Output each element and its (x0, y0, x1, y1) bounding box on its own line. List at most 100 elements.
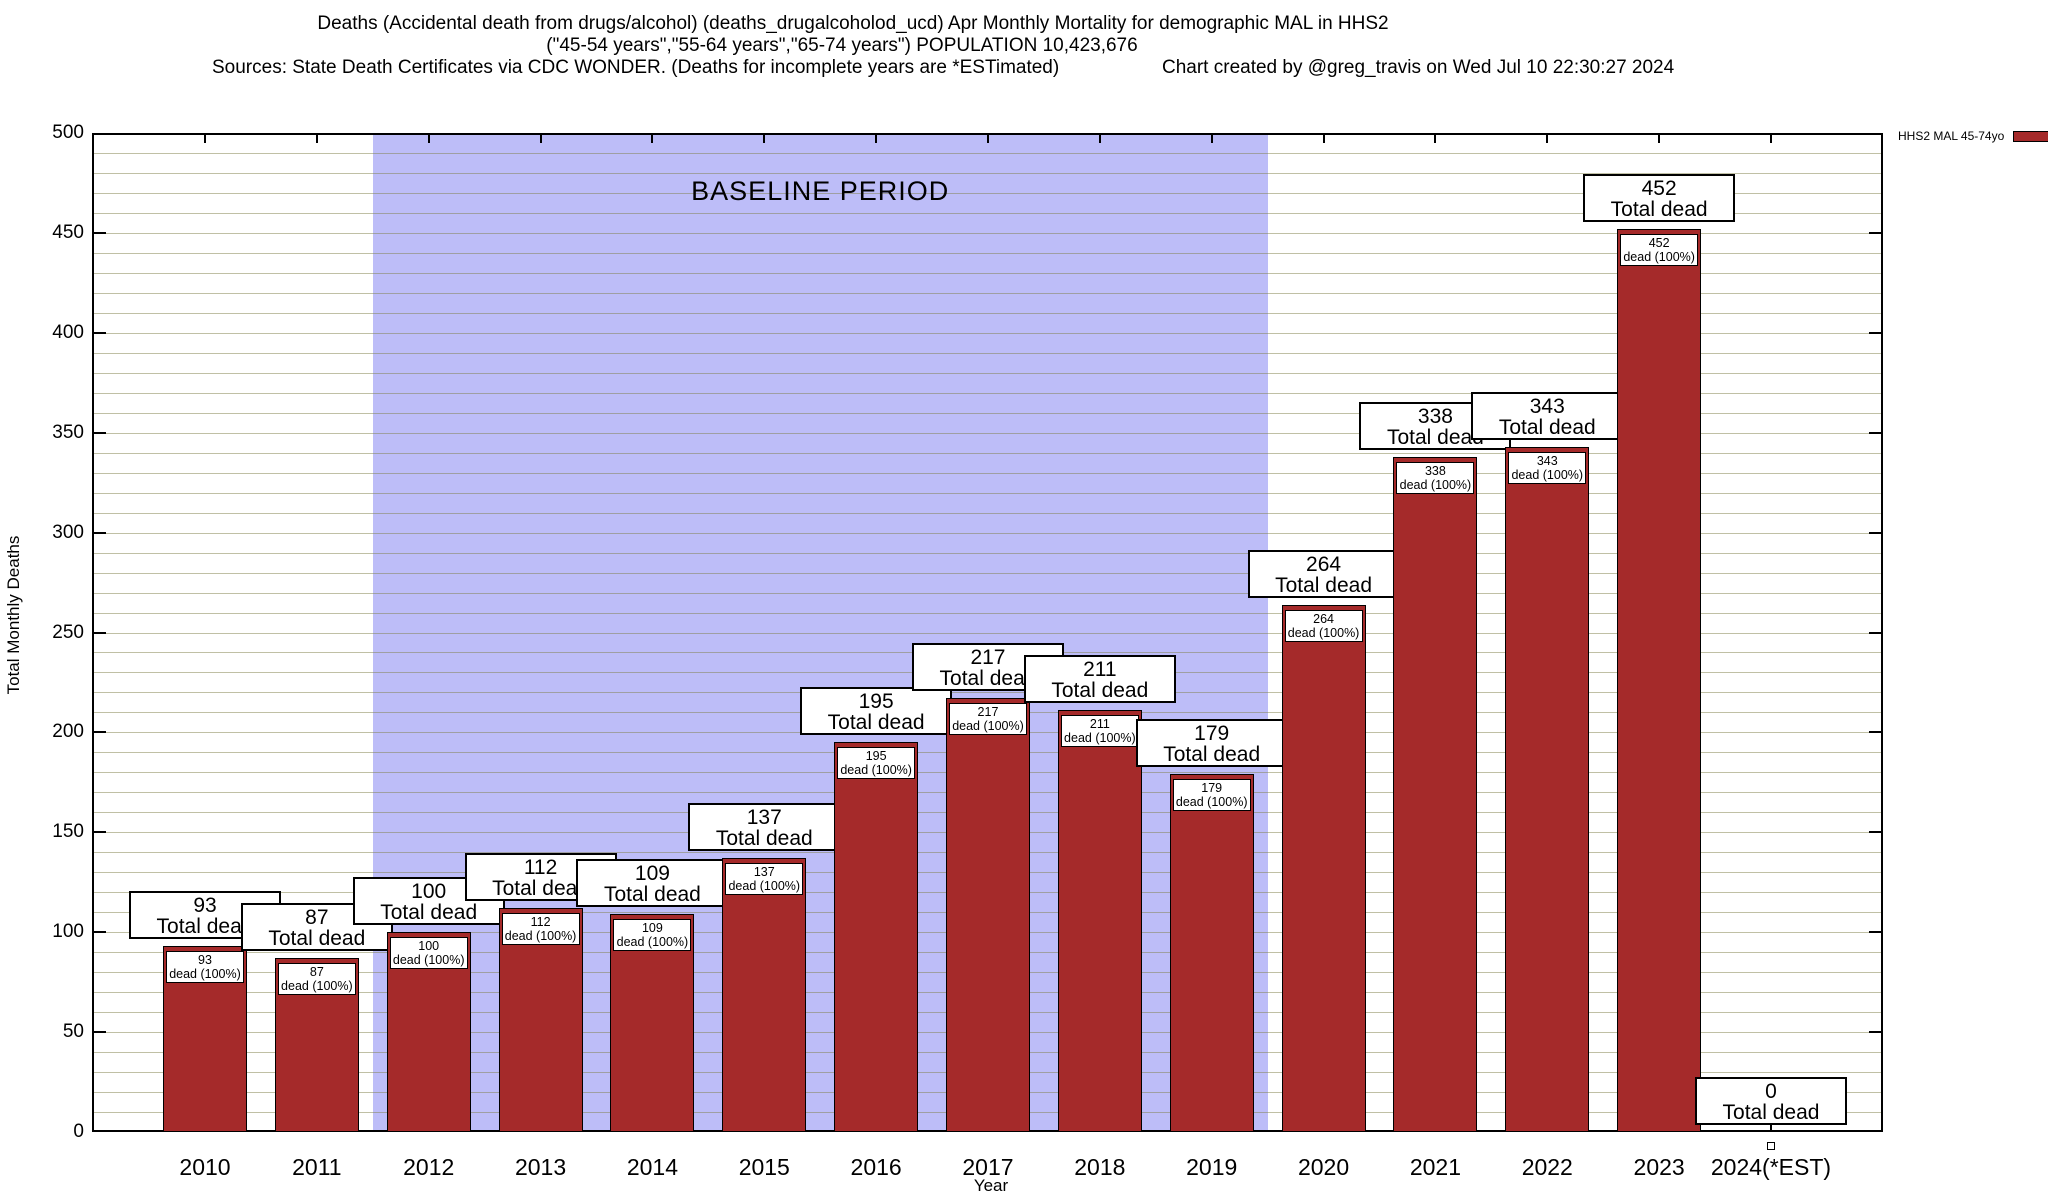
bar (1281, 604, 1366, 1132)
y-axis-tick (1869, 631, 1881, 634)
x-tick-label: 2010 (179, 1154, 231, 1180)
x-tick-label: 2015 (738, 1154, 790, 1180)
bar-total-label: 211 Total dead (1023, 655, 1176, 704)
y-axis-tick (94, 531, 106, 534)
bar-total-label: 0 Total dead (1694, 1077, 1847, 1125)
gridline (94, 432, 1881, 434)
x-axis-title: Year (973, 1176, 1009, 1195)
gridline (94, 612, 1881, 614)
x-axis-tick (875, 135, 878, 143)
x-tick-label: 2021 (1409, 1154, 1461, 1180)
x-tick-label: 2013 (514, 1154, 567, 1180)
y-axis-tick (94, 631, 106, 634)
x-tick-label: 2014 (626, 1154, 678, 1180)
bar (1393, 456, 1478, 1132)
y-tick-label: 300 (52, 521, 84, 543)
gridline (94, 492, 1881, 494)
bar-inner-label: 195 dead (100%) (837, 747, 916, 780)
bar-total-label: 264 Total dead (1247, 549, 1400, 598)
x-tick-label: 2017 (962, 1154, 1014, 1180)
chart-title-line2: ("45-54 years","55-64 years","65-74 year… (546, 35, 1138, 56)
gridline (94, 192, 1881, 194)
x-tick-label: 2011 (292, 1154, 342, 1180)
bar-total-label: 87 Total dead (240, 903, 393, 952)
x-tick-label: 2019 (1186, 1154, 1238, 1180)
bar-inner-label: 343 dead (100%) (1508, 451, 1587, 484)
y-tick-label: 200 (52, 721, 84, 743)
x-tick-label: 2023 (1633, 1154, 1685, 1180)
zero-value-marker (1766, 1142, 1775, 1150)
y-tick-label: 150 (52, 821, 84, 843)
x-tick-label: 2022 (1521, 1154, 1573, 1180)
gridline (94, 212, 1881, 214)
gridline (94, 512, 1881, 514)
y-tick-label: 450 (52, 221, 84, 243)
x-axis-tick (204, 135, 206, 143)
gridline (94, 592, 1881, 594)
y-tick-label: 250 (52, 621, 84, 643)
chart-title-line1: Deaths (Accidental death from drugs/alco… (317, 13, 1389, 34)
bar (945, 698, 1030, 1132)
bar (498, 908, 583, 1132)
x-axis-tick (315, 135, 318, 143)
x-axis-tick (1658, 135, 1661, 143)
y-axis-tick (1869, 531, 1881, 534)
gridline (94, 572, 1881, 574)
bar (834, 742, 919, 1132)
bar-inner-label: 112 dead (100%) (501, 913, 580, 946)
x-axis-tick (1210, 135, 1213, 143)
y-axis-tick (1869, 731, 1881, 734)
y-axis-tick (1869, 231, 1881, 234)
x-axis-tick (1769, 135, 1772, 143)
gridline (94, 452, 1881, 454)
gridline (94, 232, 1881, 234)
gridline (94, 372, 1881, 374)
y-axis-tick (94, 831, 106, 834)
y-tick-label: 50 (62, 1021, 84, 1043)
bar-inner-label: 452 dead (100%) (1620, 233, 1699, 266)
legend-swatch (2013, 130, 2048, 142)
bar (722, 858, 807, 1132)
leader-line (1769, 1123, 1772, 1132)
x-axis-tick (427, 135, 430, 143)
gridline (94, 332, 1881, 334)
gridline (94, 412, 1881, 414)
gridline (94, 272, 1881, 274)
x-tick-label: 2024(*EST) (1710, 1154, 1832, 1180)
x-tick-label: 2018 (1074, 1154, 1126, 1180)
sources-note: Sources: State Death Certificates via CD… (212, 57, 1060, 78)
bar-total-label: 109 Total dead (576, 859, 729, 908)
gridline (94, 552, 1881, 554)
bar-inner-label: 217 dead (100%) (948, 703, 1027, 736)
bar-inner-label: 338 dead (100%) (1396, 461, 1475, 494)
x-axis-tick (1098, 135, 1101, 143)
x-axis-tick (1322, 135, 1325, 143)
bar-total-label: 452 Total dead (1583, 173, 1736, 222)
gridline (94, 692, 1881, 694)
x-axis-tick (651, 135, 654, 143)
x-axis-tick (1434, 135, 1437, 143)
gridline (94, 172, 1881, 174)
y-axis-tick (1869, 431, 1881, 434)
gridline (94, 392, 1881, 394)
x-axis-tick (1546, 135, 1549, 143)
x-axis-tick (539, 135, 542, 143)
y-axis-tick (94, 331, 106, 334)
bar-total-label: 137 Total dead (688, 803, 841, 852)
x-tick-label: 2020 (1297, 1154, 1350, 1180)
bar-total-label: 195 Total dead (800, 687, 953, 736)
bar-inner-label: 211 dead (100%) (1060, 715, 1139, 748)
gridline (94, 252, 1881, 254)
gridline (94, 632, 1881, 634)
bar-inner-label: 87 dead (100%) (277, 963, 356, 996)
x-axis-tick (986, 135, 989, 143)
legend-label: HHS2 MAL 45-74yo (1898, 129, 2005, 143)
bar-inner-label: 264 dead (100%) (1284, 609, 1363, 642)
x-tick-label: 2016 (850, 1154, 902, 1180)
y-tick-label: 350 (52, 421, 84, 443)
y-axis-tick (94, 431, 106, 434)
y-tick-label: 500 (52, 122, 84, 143)
y-axis-tick (1869, 1031, 1881, 1034)
